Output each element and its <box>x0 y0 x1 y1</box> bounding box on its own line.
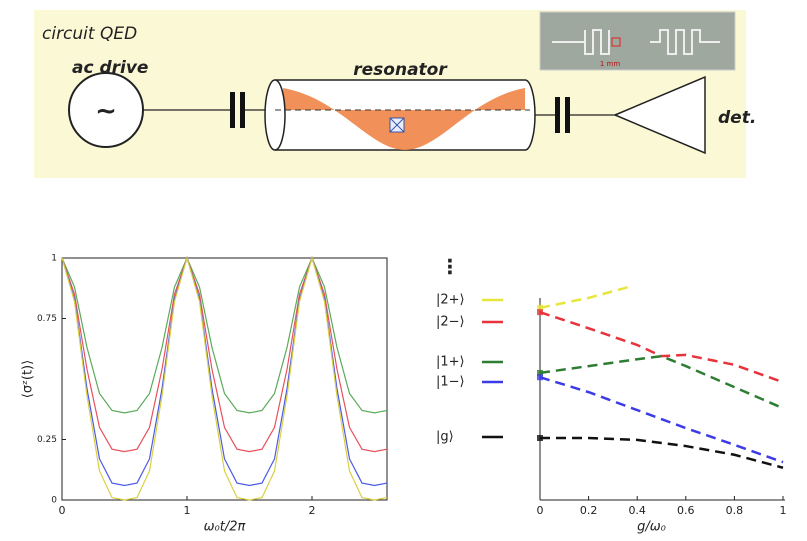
y-tick-label: 1 <box>51 254 57 264</box>
series-line <box>540 436 784 469</box>
detector <box>613 75 706 155</box>
x-tick-label: 0 <box>537 504 544 517</box>
series-line <box>539 354 784 410</box>
series-line <box>539 310 784 384</box>
level-marker <box>537 304 543 311</box>
x-tick-label: 0.2 <box>580 504 598 517</box>
y-tick-label: 0 <box>51 496 57 506</box>
x-tick-label: 1 <box>184 504 191 517</box>
y-axis-label: ⟨σᶻ(t)⟩ <box>21 360 36 398</box>
x-tick-label: 0.4 <box>628 504 646 517</box>
x-tick-label: 2 <box>309 504 316 517</box>
diagram-title: circuit QED <box>42 24 137 44</box>
capacitor-plate <box>555 97 560 133</box>
legend-label: |g⟩ <box>436 430 454 445</box>
resonator-label: resonator <box>353 60 448 80</box>
capacitor-plate <box>240 92 245 128</box>
capacitor-plate <box>230 92 235 128</box>
oscillation-chart: 0 1 2 0 0.25 0.75 1 ω₀t/2π ⟨σᶻ(t)⟩ <box>21 254 388 535</box>
series-line <box>61 255 388 487</box>
x-tick-label: 0 <box>59 504 66 517</box>
y-tick-label: 0.25 <box>37 435 57 445</box>
legend-label: |1−⟩ <box>436 375 465 390</box>
annotation: ⋮ <box>440 255 460 279</box>
series-line <box>539 376 784 464</box>
qubit-cross <box>389 117 405 133</box>
legend-label: |1+⟩ <box>436 355 465 370</box>
x-tick-label: 0.6 <box>677 504 695 517</box>
series-line <box>61 255 388 501</box>
level-marker <box>537 435 543 441</box>
source-label: ac drive <box>72 58 148 78</box>
level-marker <box>537 309 543 316</box>
inset-marker <box>611 37 621 47</box>
legend-label: |2+⟩ <box>436 293 465 308</box>
inset-chip <box>552 29 720 55</box>
resonator-end <box>264 79 286 151</box>
series-line <box>61 256 388 414</box>
capacitor-plate <box>565 97 570 133</box>
series-line <box>539 285 631 310</box>
level-marker <box>537 374 543 381</box>
legend-label: |2−⟩ <box>436 315 465 330</box>
energy-chart: 0 0.2 0.4 0.6 0.8 1 g/ω₀ |2+⟩ |2−⟩ |1+⟩ |1−⟩ |g⟩ ⋮ <box>436 255 787 535</box>
y-tick-label: 0.75 <box>37 314 57 324</box>
x-axis-label: g/ω₀ <box>637 520 667 535</box>
plot-frame <box>61 257 388 501</box>
inset-scale: 1 mm <box>600 60 620 68</box>
series-line <box>61 256 388 453</box>
detector-label: det. <box>718 108 756 128</box>
x-axis-label: ω₀t/2π <box>204 520 246 535</box>
x-tick-label: 0.8 <box>726 504 744 517</box>
x-tick-label: 1 <box>780 504 787 517</box>
source-symbol: ~ <box>95 97 117 127</box>
circuit-diagram: circuit QED ac drive ~ resonator det. 1 … <box>34 10 756 178</box>
level-marker <box>537 369 543 376</box>
